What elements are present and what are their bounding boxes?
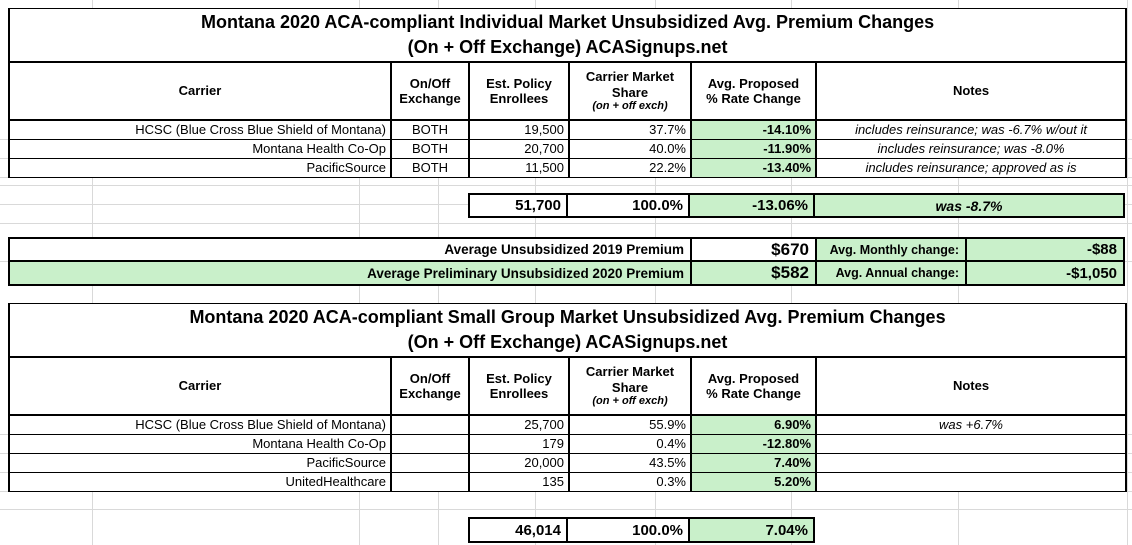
col-header-notes[interactable]: Notes	[814, 356, 1128, 416]
sheet-gridline	[0, 509, 1132, 510]
cell-market-share[interactable]: 0.3%	[568, 472, 692, 492]
sheet-gridline	[0, 223, 1132, 224]
cell-carrier[interactable]: PacificSource	[8, 158, 392, 178]
cell-market-share[interactable]: 55.9%	[568, 414, 692, 435]
col-header-exchange[interactable]: On/Off Exchange	[390, 356, 470, 416]
avg-annual-change-label-cell[interactable]: Avg. Annual change:	[817, 262, 965, 284]
cell-carrier[interactable]: HCSC (Blue Cross Blue Shield of Montana)	[8, 414, 392, 435]
col-header-carrier[interactable]: Carrier	[8, 61, 392, 121]
cell-exchange[interactable]	[390, 434, 470, 454]
table-title[interactable]: Montana 2020 ACA-compliant Small Group M…	[7, 303, 1128, 358]
cell-enrollees[interactable]: 25,700	[468, 414, 570, 435]
avg-rate-change-cell[interactable]: 7.04%	[688, 517, 815, 543]
col-header-enrollees[interactable]: Est. Policy Enrollees	[468, 61, 570, 121]
col-header-market-share[interactable]: Carrier Market Share (on + off exch)	[568, 356, 692, 416]
cell-market-share[interactable]: 37.7%	[568, 119, 692, 140]
cell-exchange[interactable]: BOTH	[390, 139, 470, 159]
avg-monthly-change-value-cell[interactable]: -$88	[967, 239, 1123, 260]
cell-enrollees[interactable]: 11,500	[468, 158, 570, 178]
cell-exchange[interactable]	[390, 453, 470, 473]
cell-rate-change[interactable]: 6.90%	[690, 414, 817, 435]
cell-market-share[interactable]: 0.4%	[568, 434, 692, 454]
cell-market-share[interactable]: 22.2%	[568, 158, 692, 178]
cell-rate-change[interactable]: -14.10%	[690, 119, 817, 140]
total-share-cell[interactable]: 100.0%	[566, 193, 690, 218]
individual-market-table: Montana 2020 ACA-compliant Individual Ma…	[7, 8, 1128, 178]
cell-carrier[interactable]: Montana Health Co-Op	[8, 139, 392, 159]
table-row: Montana Health Co-Op BOTH 20,700 40.0% -…	[8, 139, 1128, 159]
table-row: PacificSource BOTH 11,500 22.2% -13.40% …	[8, 158, 1128, 178]
cell-carrier[interactable]: UnitedHealthcare	[8, 472, 392, 492]
cell-carrier[interactable]: PacificSource	[8, 453, 392, 473]
cell-note[interactable]: was +6.7%	[814, 414, 1128, 435]
table-row: UnitedHealthcare 135 0.3% 5.20%	[8, 472, 1128, 492]
col-header-notes[interactable]: Notes	[814, 61, 1128, 121]
cell-rate-change[interactable]: 7.40%	[690, 453, 817, 473]
cell-note[interactable]: includes reinsurance; approved as is	[814, 158, 1128, 178]
cell-rate-change[interactable]: -12.80%	[690, 434, 817, 454]
total-enrollees-cell[interactable]: 51,700	[468, 193, 568, 218]
cell-market-share[interactable]: 43.5%	[568, 453, 692, 473]
cell-note[interactable]	[814, 434, 1128, 454]
table-row: HCSC (Blue Cross Blue Shield of Montana)…	[8, 414, 1128, 435]
cell-exchange[interactable]: BOTH	[390, 119, 470, 140]
cell-rate-change[interactable]: -11.90%	[690, 139, 817, 159]
col-header-rate-change[interactable]: Avg. Proposed % Rate Change	[690, 356, 817, 416]
col-header-market-share[interactable]: Carrier Market Share (on + off exch)	[568, 61, 692, 121]
summary-note-cell[interactable]: was -8.7%	[813, 193, 1125, 218]
col-header-rate-change[interactable]: Avg. Proposed % Rate Change	[690, 61, 817, 121]
col-header-carrier[interactable]: Carrier	[8, 356, 392, 416]
col-header-exchange[interactable]: On/Off Exchange	[390, 61, 470, 121]
cell-market-share[interactable]: 40.0%	[568, 139, 692, 159]
cell-exchange[interactable]	[390, 414, 470, 435]
premium-2020-label-cell[interactable]: Average Preliminary Unsubsidized 2020 Pr…	[10, 262, 690, 284]
premium-2019-label-cell[interactable]: Average Unsubsidized 2019 Premium	[10, 239, 690, 260]
cell-note[interactable]	[814, 453, 1128, 473]
table-title-line2: (On + Off Exchange) ACASignups.net	[407, 37, 728, 57]
cell-enrollees[interactable]: 135	[468, 472, 570, 492]
cell-carrier[interactable]: Montana Health Co-Op	[8, 434, 392, 454]
cell-rate-change[interactable]: -13.40%	[690, 158, 817, 178]
table-title-line1: Montana 2020 ACA-compliant Individual Ma…	[200, 12, 935, 32]
cell-note[interactable]: includes reinsurance; was -8.0%	[814, 139, 1128, 159]
cell-rate-change[interactable]: 5.20%	[690, 472, 817, 492]
premium-2019-value-cell[interactable]: $670	[692, 239, 815, 260]
premium-2020-value-cell[interactable]: $582	[692, 262, 815, 284]
cell-enrollees[interactable]: 20,000	[468, 453, 570, 473]
cell-exchange[interactable]: BOTH	[390, 158, 470, 178]
cell-carrier[interactable]: HCSC (Blue Cross Blue Shield of Montana)	[8, 119, 392, 140]
avg-rate-change-cell[interactable]: -13.06%	[688, 193, 815, 218]
avg-monthly-change-label-cell[interactable]: Avg. Monthly change:	[817, 239, 965, 260]
total-share-cell[interactable]: 100.0%	[566, 517, 690, 543]
small-group-table: Montana 2020 ACA-compliant Small Group M…	[7, 303, 1128, 492]
table-row: Montana Health Co-Op 179 0.4% -12.80%	[8, 434, 1128, 454]
cell-note[interactable]	[814, 472, 1128, 492]
table-title[interactable]: Montana 2020 ACA-compliant Individual Ma…	[7, 8, 1128, 63]
average-premium-block: Average Unsubsidized 2019 Premium $670 A…	[8, 237, 1125, 286]
cell-enrollees[interactable]: 20,700	[468, 139, 570, 159]
table-row: HCSC (Blue Cross Blue Shield of Montana)…	[8, 119, 1128, 140]
cell-enrollees[interactable]: 19,500	[468, 119, 570, 140]
table-row: PacificSource 20,000 43.5% 7.40%	[8, 453, 1128, 473]
cell-enrollees[interactable]: 179	[468, 434, 570, 454]
cell-exchange[interactable]	[390, 472, 470, 492]
table-title-line1: Montana 2020 ACA-compliant Small Group M…	[189, 307, 946, 327]
total-enrollees-cell[interactable]: 46,014	[468, 517, 568, 543]
avg-annual-change-value-cell[interactable]: -$1,050	[967, 262, 1123, 284]
table-title-line2: (On + Off Exchange) ACASignups.net	[407, 332, 728, 352]
col-header-enrollees[interactable]: Est. Policy Enrollees	[468, 356, 570, 416]
sheet-gridline	[1127, 0, 1128, 545]
cell-note[interactable]: includes reinsurance; was -6.7% w/out it	[814, 119, 1128, 140]
sheet-gridline	[0, 185, 1132, 186]
